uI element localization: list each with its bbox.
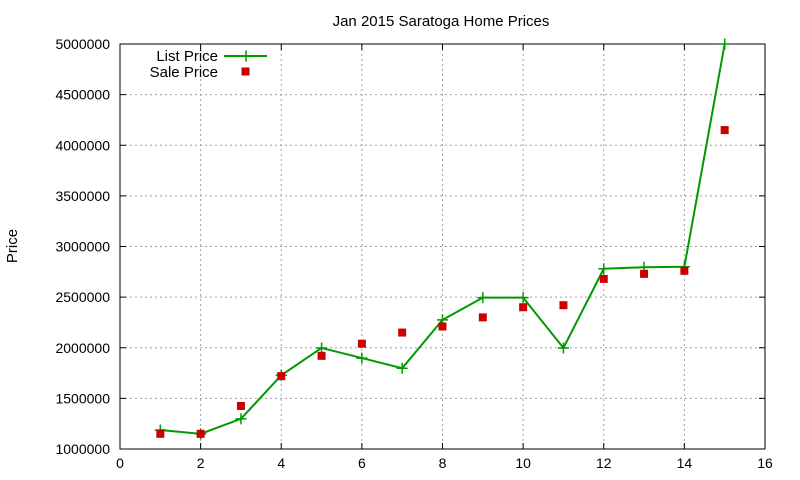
- y-axis-label: Price: [4, 229, 21, 263]
- list-price-point: [598, 263, 610, 275]
- y-tick-label: 3500000: [55, 188, 110, 204]
- sale-price-point: [317, 351, 326, 360]
- list-price-point: [316, 342, 328, 354]
- x-tick-label: 6: [358, 455, 366, 471]
- sale-price-point: [519, 303, 528, 312]
- x-tick-label: 4: [277, 455, 285, 471]
- sale-price-point: [398, 328, 407, 337]
- y-tick-label: 1500000: [55, 390, 110, 406]
- legend-square-marker-sale-price: [241, 67, 250, 76]
- sale-price-point: [357, 339, 366, 348]
- sale-price-point: [438, 322, 447, 331]
- sale-price-point: [640, 269, 649, 278]
- list-price-point: [477, 292, 489, 304]
- list-price-point: [235, 413, 247, 425]
- sale-price-point: [156, 429, 165, 438]
- series: [154, 38, 731, 440]
- x-tick-label: 2: [197, 455, 205, 471]
- legend: List Price Sale Price: [150, 48, 267, 81]
- legend-label-sale-price: Sale Price: [150, 64, 218, 81]
- y-tick-label: 3000000: [55, 239, 110, 255]
- x-tick-label: 12: [596, 455, 612, 471]
- list-price-point: [517, 292, 529, 304]
- list-price-point: [557, 342, 569, 354]
- sale-price-point: [277, 372, 286, 381]
- x-tick-label: 0: [116, 455, 124, 471]
- list-price-point: [719, 38, 731, 50]
- sale-price-point: [196, 429, 205, 438]
- legend-label-list-price: List Price: [156, 48, 218, 65]
- y-tick-label: 4000000: [55, 137, 110, 153]
- sale-price-point: [599, 274, 608, 283]
- y-tick-label: 4500000: [55, 87, 110, 103]
- sale-price-point: [478, 313, 487, 322]
- sale-price-point: [236, 401, 245, 410]
- chart-title: Jan 2015 Saratoga Home Prices: [333, 13, 550, 30]
- sale-price-point: [720, 126, 729, 135]
- y-tick-label: 2000000: [55, 340, 110, 356]
- axis-ticks: 0 2 4 6 8 10 12 14 16 1000000 1500000 2000000 250000…: [55, 36, 773, 471]
- list-price-point: [356, 352, 368, 364]
- legend-plus-marker-list-price: [240, 50, 252, 62]
- x-tick-label: 16: [757, 455, 773, 471]
- x-tick-label: 8: [439, 455, 447, 471]
- y-tick-label: 1000000: [55, 441, 110, 457]
- sale-price-point: [559, 301, 568, 310]
- y-tick-label: 2500000: [55, 289, 110, 305]
- grid-lines: [120, 44, 765, 449]
- y-tick-label: 5000000: [55, 36, 110, 52]
- sale-price-point: [680, 266, 689, 275]
- list-price-point: [396, 362, 408, 374]
- x-tick-label: 10: [515, 455, 531, 471]
- x-tick-label: 14: [677, 455, 693, 471]
